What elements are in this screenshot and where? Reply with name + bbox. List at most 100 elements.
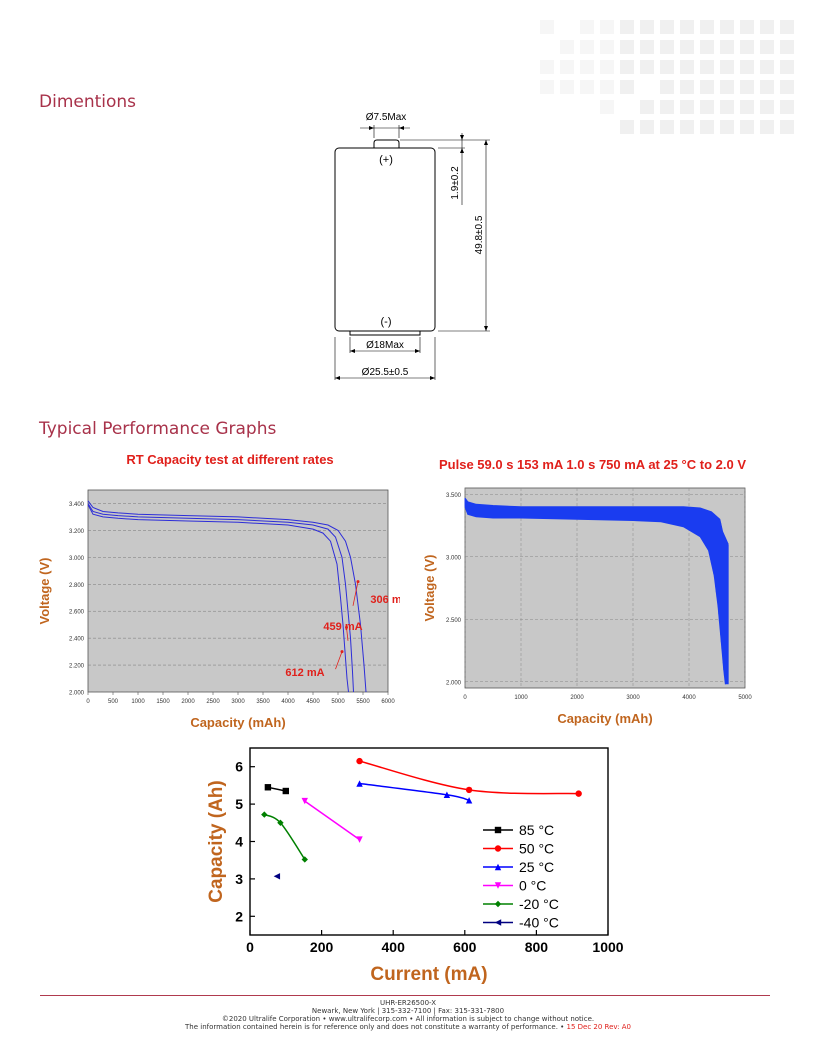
legend-label--20CC: -20 °C (519, 896, 559, 912)
data-point-85CC (264, 784, 272, 791)
footer: UHR-ER26500-X Newark, New York | 315-332… (0, 999, 816, 1031)
pattern-square (620, 40, 634, 54)
pattern-square (760, 20, 774, 34)
pattern-square (700, 20, 714, 34)
pattern-square (560, 60, 574, 74)
series-line-lower (464, 506, 726, 685)
pattern-square (700, 40, 714, 54)
pattern-square (660, 100, 674, 114)
footer-disclaimer: The information contained herein is for … (185, 1023, 567, 1031)
y-axis-label: Capacity (Ah) (206, 780, 227, 902)
data-point-50CC (575, 790, 582, 797)
y-tick-label: 2.500 (446, 618, 462, 624)
annotation-arrowhead (356, 580, 360, 584)
x-tick-label: 4500 (306, 699, 320, 705)
decorative-pattern (540, 20, 794, 134)
legend-marker-50CC (494, 845, 502, 852)
x-tick-label: 800 (525, 939, 549, 955)
x-tick-label: 400 (382, 939, 406, 955)
x-tick-label: 4000 (281, 699, 295, 705)
top-diameter-label: Ø7.5Max (366, 112, 407, 123)
pattern-square (740, 60, 754, 74)
pattern-square (760, 60, 774, 74)
series-line-upper (464, 497, 729, 545)
pattern-square (700, 100, 714, 114)
pattern-square (620, 120, 634, 134)
dimensions-title: Dimentions (39, 92, 137, 112)
data-point-50CC (356, 757, 363, 765)
pattern-square (660, 120, 674, 134)
data-point-25CC (465, 797, 473, 804)
x-tick-label: 1000 (514, 695, 528, 701)
x-tick-label: 500 (108, 699, 119, 705)
plot-area (249, 747, 609, 936)
pattern-square (640, 20, 654, 34)
y-axis-label: Voltage (V) (422, 555, 437, 622)
pattern-square (740, 120, 754, 134)
chart2: 2.000 2.500 3.000 3.500 0 1000 2000 3000 4000 500… (422, 487, 752, 726)
legend-label-50CC: 50 °C (519, 841, 554, 857)
pattern-square (560, 40, 574, 54)
pattern-square (720, 40, 734, 54)
pattern-square (740, 80, 754, 94)
pattern-square (600, 40, 614, 54)
data-point-0CC (356, 836, 363, 843)
y-tick-label: 2.200 (69, 664, 85, 670)
data-point-0CC (301, 797, 308, 805)
y-tick-label: 2 (235, 908, 243, 924)
pattern-square (680, 100, 694, 114)
pattern-square (580, 40, 594, 54)
body-diameter-label: Ø25.5±0.5 (362, 367, 409, 378)
bottom-diameter-label: Ø18Max (366, 340, 404, 351)
pattern-square (540, 80, 554, 94)
pattern-square (780, 40, 794, 54)
pattern-square (660, 80, 674, 94)
x-axis-label: Current (mA) (370, 964, 487, 985)
pattern-square (660, 60, 674, 74)
legend-marker--40CC (494, 919, 502, 926)
legend-label-25CC: 25 °C (519, 859, 554, 875)
chart1: 2.000 2.200 2.400 2.600 2.800 3.000 3.200 3.400… (37, 489, 400, 730)
footer-address: Newark, New York | 315-332-7100 | Fax: 3… (311, 1007, 505, 1015)
data-point-25CC (443, 791, 451, 798)
y-tick-label: 4 (235, 834, 243, 850)
y-tick-label: 3.200 (69, 529, 85, 535)
legend-label--40CC: -40 °C (519, 915, 559, 931)
y-axis-label: Voltage (V) (37, 558, 52, 625)
pattern-square (740, 20, 754, 34)
x-tick-label: 600 (453, 939, 477, 955)
pattern-square (740, 100, 754, 114)
annotation-arrow (335, 651, 343, 670)
pattern-square (620, 80, 634, 94)
pattern-square (780, 20, 794, 34)
pattern-square (600, 100, 614, 114)
x-tick-label: 2500 (206, 699, 220, 705)
data-point-25CC (356, 780, 363, 787)
pattern-square (780, 80, 794, 94)
annotation-arrowhead (340, 650, 344, 654)
pattern-square (760, 100, 774, 114)
pattern-square (720, 80, 734, 94)
pattern-square (680, 20, 694, 34)
height-label: 49.8±0.5 (474, 215, 485, 254)
pattern-square (640, 40, 654, 54)
y-tick-label: 2.600 (69, 610, 85, 616)
pattern-square (700, 60, 714, 74)
pattern-square (620, 20, 634, 34)
y-tick-label: 2.800 (69, 583, 85, 589)
pattern-square (760, 40, 774, 54)
x-tick-label: 3500 (256, 699, 270, 705)
dimension-diagram: Ø7.5Max (+) (-) 1.9±0.2 49.8±0.5 Ø18Max … (334, 112, 490, 380)
footer-divider (40, 995, 770, 996)
x-tick-label: 5500 (356, 699, 370, 705)
pattern-square (540, 20, 554, 34)
pattern-square (600, 80, 614, 94)
data-point--20CC (261, 811, 268, 818)
annotation-arrow (346, 627, 349, 641)
pattern-square (640, 100, 654, 114)
x-tick-label: 1000 (592, 939, 623, 955)
performance-title: Typical Performance Graphs (39, 419, 277, 439)
pattern-square (700, 120, 714, 134)
pattern-square (640, 60, 654, 74)
pattern-square (560, 80, 574, 94)
